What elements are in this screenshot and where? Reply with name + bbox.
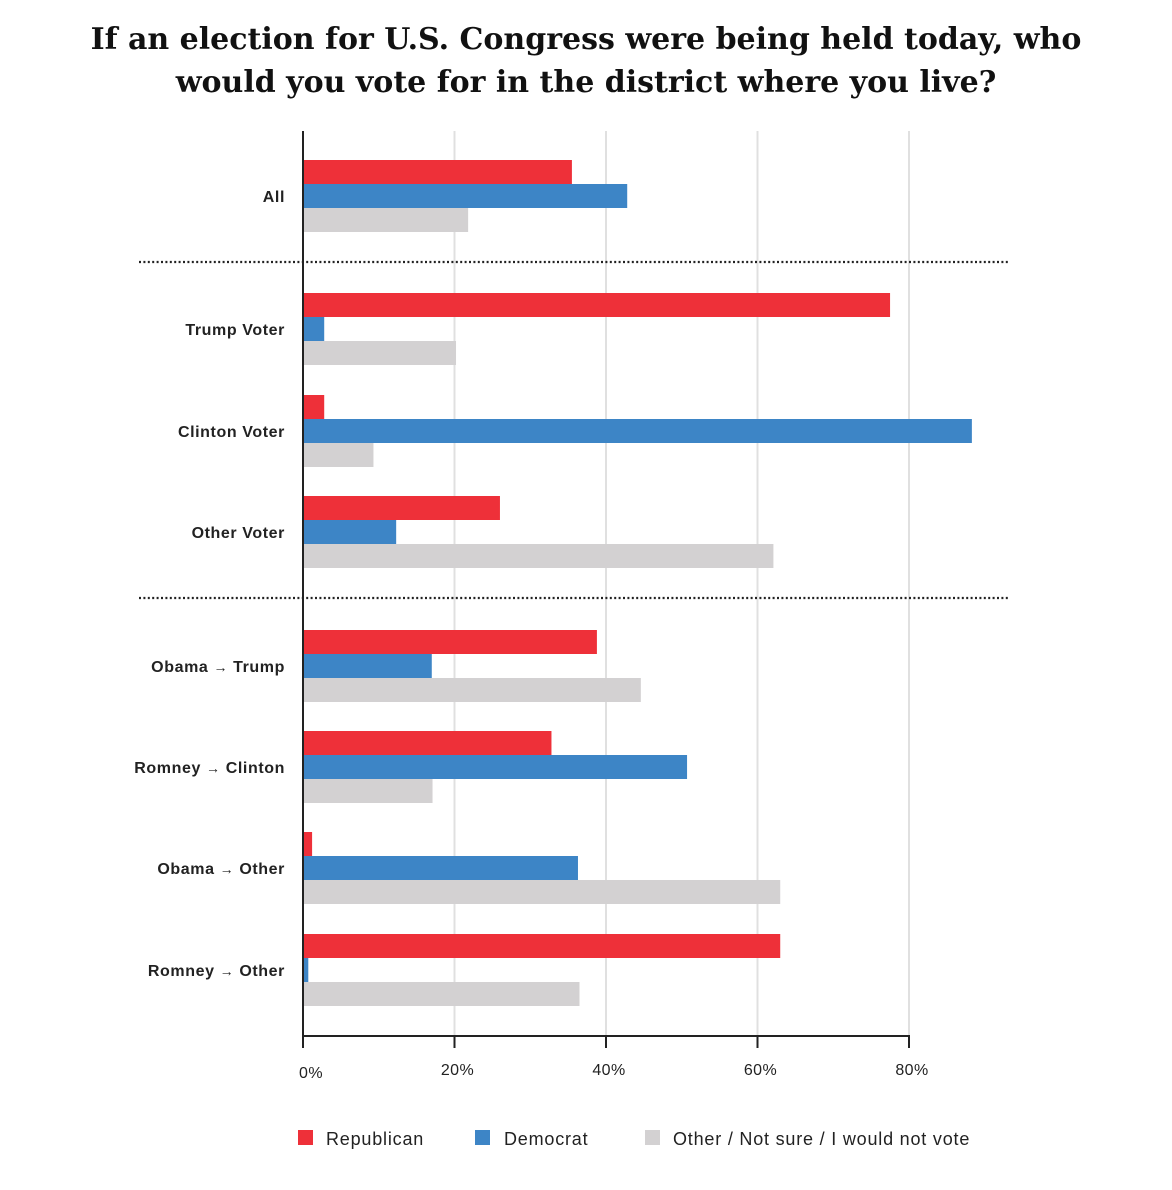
category-label: All (263, 189, 285, 206)
arrow-icon: → (206, 760, 221, 776)
bar-other (303, 779, 433, 803)
legend-label: Democrat (504, 1129, 588, 1149)
bar-democrat (303, 958, 309, 982)
chart-title-line-2: would you vote for in the district where… (175, 65, 997, 100)
legend-label: Other / Not sure / I would not vote (673, 1129, 970, 1149)
x-tick-label: 0% (299, 1065, 323, 1082)
chart-title: If an election for U.S. Congress were be… (0, 18, 1172, 104)
category-labels: All Trump Voter Clinton Voter Other Voter Ob… (134, 189, 285, 980)
legend-swatch (298, 1130, 313, 1145)
bar-democrat (303, 520, 397, 544)
bar-democrat (303, 317, 325, 341)
bar-republican (303, 293, 891, 317)
category-label: Clinton Voter (178, 424, 285, 441)
bar-democrat (303, 184, 628, 208)
category-label: Romney → Clinton (134, 760, 285, 777)
category-label: Obama → Trump (151, 659, 285, 676)
bar-other (303, 982, 580, 1006)
bar-democrat (303, 654, 432, 678)
bar-democrat (303, 856, 578, 880)
bar-other (303, 341, 457, 365)
bar-republican (303, 630, 597, 654)
category-label: Romney → Other (148, 963, 285, 980)
x-tick-label: 40% (592, 1062, 625, 1079)
legend: Republican Democrat Other / Not sure / I w… (298, 1129, 970, 1149)
bar-other (303, 443, 374, 467)
arrow-icon: → (213, 659, 228, 675)
bar-democrat (303, 419, 972, 443)
bar-republican (303, 496, 500, 520)
bar-republican (303, 395, 325, 419)
bar-other (303, 208, 469, 232)
chart-title-line-1: If an election for U.S. Congress were be… (90, 22, 1082, 57)
bar-republican (303, 832, 313, 856)
arrow-icon: → (220, 963, 235, 979)
x-tick-label: 20% (441, 1062, 474, 1079)
bar-republican (303, 731, 552, 755)
legend-swatch (475, 1130, 490, 1145)
bar-republican (303, 160, 572, 184)
legend-swatch (645, 1130, 660, 1145)
bar-other (303, 678, 641, 702)
category-label: Other Voter (192, 525, 285, 542)
bar-republican (303, 934, 781, 958)
category-label: Obama → Other (157, 861, 285, 878)
arrow-icon: → (220, 861, 235, 877)
x-tick-label: 80% (895, 1062, 928, 1079)
x-axis: 0% 20% 40% 60% 80% (299, 131, 928, 1082)
bar-democrat (303, 755, 688, 779)
category-label: Trump Voter (185, 322, 285, 339)
bar-other (303, 880, 781, 904)
legend-label: Republican (326, 1129, 424, 1149)
x-tick-label: 60% (744, 1062, 777, 1079)
bar-other (303, 544, 774, 568)
bars (303, 160, 972, 1006)
